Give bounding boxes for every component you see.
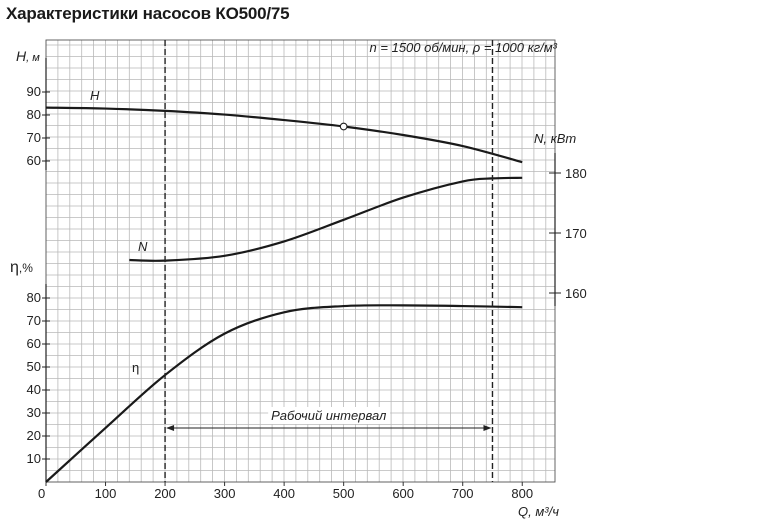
eta-tick-label: 40	[27, 382, 41, 397]
eta-tick-label: 60	[27, 336, 41, 351]
x-tick-label: 800	[511, 486, 533, 501]
x-tick-label: 300	[214, 486, 236, 501]
chart-title: Характеристики насосов КО500/75	[6, 4, 290, 23]
curve-eta	[45, 304, 523, 483]
h-tick-label: 60	[27, 153, 41, 168]
n-axis-label: N, кВт	[534, 131, 576, 146]
eta-tick-label: 80	[27, 290, 41, 305]
eta-tick-label: 20	[27, 428, 41, 443]
curve-h-label: H	[90, 88, 100, 103]
x-tick-label: 100	[95, 486, 117, 501]
h-axis-label: H, м	[16, 48, 40, 64]
curve-h	[45, 106, 523, 164]
eta-tick-label: 30	[27, 405, 41, 420]
eta-axis-label: η,%	[10, 259, 33, 276]
operating-conditions: n = 1500 об/мин, ρ = 1000 кг/м³	[370, 40, 558, 55]
working-interval-label: Рабочий интервал	[271, 408, 387, 423]
n-tick-label: 160	[565, 286, 587, 301]
h-marker-point	[339, 122, 348, 131]
x-tick-label: 600	[392, 486, 414, 501]
eta-tick-label: 50	[27, 359, 41, 374]
h-tick-label: 90	[27, 84, 41, 99]
working-interval-label-bg	[268, 407, 391, 424]
x-tick-label: 400	[273, 486, 295, 501]
h-tick-label: 80	[27, 107, 41, 122]
x-tick-label: 200	[154, 486, 176, 501]
n-tick-label: 170	[565, 226, 587, 241]
eta-tick-label: 10	[27, 451, 41, 466]
x-axis-label: Q, м³/ч	[518, 504, 559, 519]
curve-eta-label: η	[132, 360, 139, 375]
h-tick-label: 70	[27, 130, 41, 145]
arrow-head-left	[166, 425, 175, 431]
arrow-head-right	[483, 425, 492, 431]
x-tick-label: 700	[452, 486, 474, 501]
x-tick-label: 0	[38, 486, 45, 501]
curve-n	[129, 176, 523, 262]
x-tick-label: 500	[333, 486, 355, 501]
eta-tick-label: 70	[27, 313, 41, 328]
curve-n-label: N	[138, 239, 148, 254]
n-tick-label: 180	[565, 166, 587, 181]
